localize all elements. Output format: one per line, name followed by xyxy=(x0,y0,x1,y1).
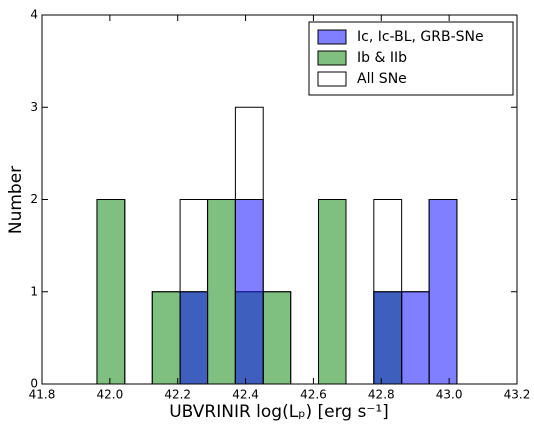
bar xyxy=(151,291,181,385)
y-tick-label: 1 xyxy=(30,284,38,298)
x-tick-label: 42.4 xyxy=(232,388,259,402)
bar xyxy=(262,291,292,385)
legend-label: All SNe xyxy=(357,71,407,87)
y-tick-label: 0 xyxy=(30,377,38,391)
legend-label: Ic, Ic-BL, GRB-SNe xyxy=(357,29,484,45)
legend-swatch xyxy=(317,50,347,66)
legend-swatch xyxy=(317,29,347,45)
bar xyxy=(179,291,209,385)
x-tick-label: 43.0 xyxy=(436,388,463,402)
x-tick-label: 42.2 xyxy=(164,388,191,402)
bar xyxy=(96,199,126,385)
bar xyxy=(234,199,264,385)
x-tick-label: 43.2 xyxy=(504,388,531,402)
bar xyxy=(207,199,236,385)
x-tick-label: 42.0 xyxy=(96,388,123,402)
legend: Ic, Ic-BL, GRB-SNe Ib & IIb All SNe xyxy=(308,21,514,96)
y-tick-label: 3 xyxy=(30,100,38,114)
bar xyxy=(318,199,347,385)
legend-label: Ib & IIb xyxy=(357,50,407,66)
x-tick-label: 42.8 xyxy=(368,388,395,402)
x-tick-label: 42.6 xyxy=(300,388,327,402)
x-tick-label: 41.8 xyxy=(29,388,56,402)
y-tick-label: 2 xyxy=(30,192,38,206)
y-axis-label: Number xyxy=(6,166,26,234)
y-tick-label: 4 xyxy=(30,8,38,22)
bar xyxy=(373,291,403,385)
bar xyxy=(428,199,458,385)
legend-swatch xyxy=(317,71,347,87)
bar xyxy=(401,291,430,385)
x-axis-label: UBVRINIR log(Lₚ) [erg s⁻¹] xyxy=(169,402,389,422)
